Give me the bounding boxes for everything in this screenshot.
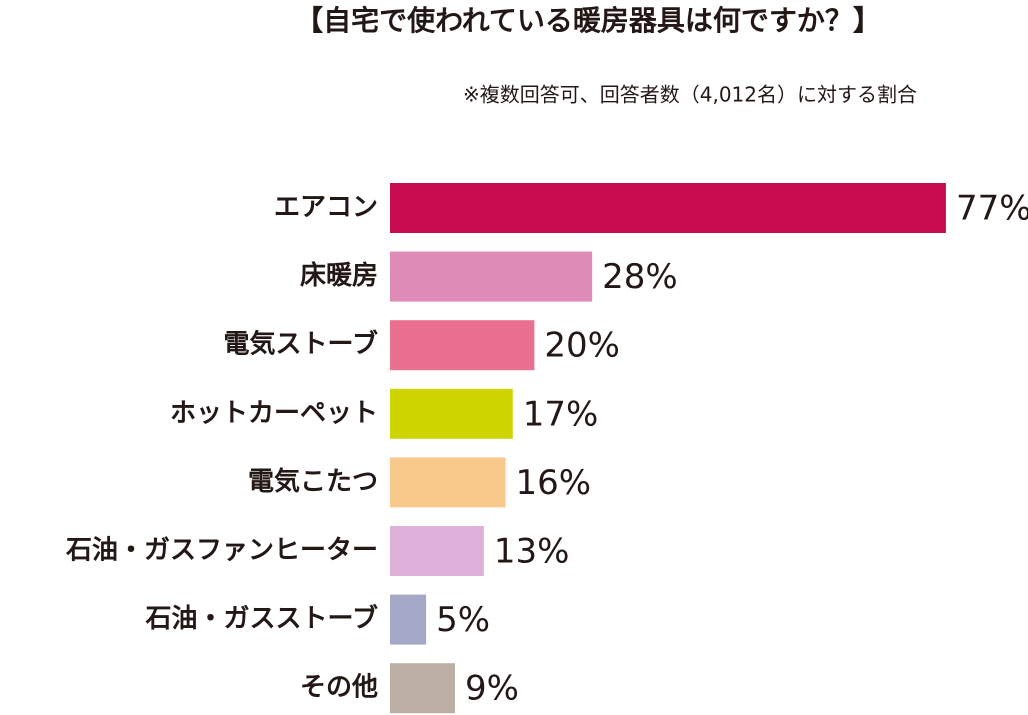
category-label: 電気ストーブ — [224, 329, 378, 360]
value-label: 20% — [544, 326, 620, 366]
value-label: 16% — [516, 463, 592, 503]
value-label: 17% — [523, 394, 599, 434]
value-label: 28% — [602, 257, 678, 297]
category-label: エアコン — [274, 193, 378, 223]
category-label: 床暖房 — [300, 260, 378, 291]
value-label: 77% — [956, 189, 1028, 229]
bar — [390, 457, 506, 508]
value-label: 5% — [436, 600, 490, 640]
bar — [390, 663, 455, 714]
chart-subtitle: ※複数回答可、回答者数（4,012名）に対する割合 — [463, 83, 917, 107]
bar — [390, 526, 484, 576]
bar — [390, 320, 535, 371]
value-label: 9% — [465, 669, 519, 709]
bar — [390, 183, 946, 233]
category-label: ホットカーペット — [170, 398, 378, 428]
category-label: 石油・ガスファンヒーター — [65, 536, 378, 566]
category-label: その他 — [300, 673, 378, 703]
bar — [390, 251, 593, 302]
bar — [390, 594, 427, 645]
bar — [390, 388, 513, 439]
value-label: 13% — [494, 532, 570, 572]
category-label: 石油・ガスストーブ — [145, 603, 378, 634]
chart-title: 【自宅で使われている暖房器具は何ですか？】 — [295, 4, 881, 37]
category-label: 電気こたつ — [248, 466, 378, 497]
